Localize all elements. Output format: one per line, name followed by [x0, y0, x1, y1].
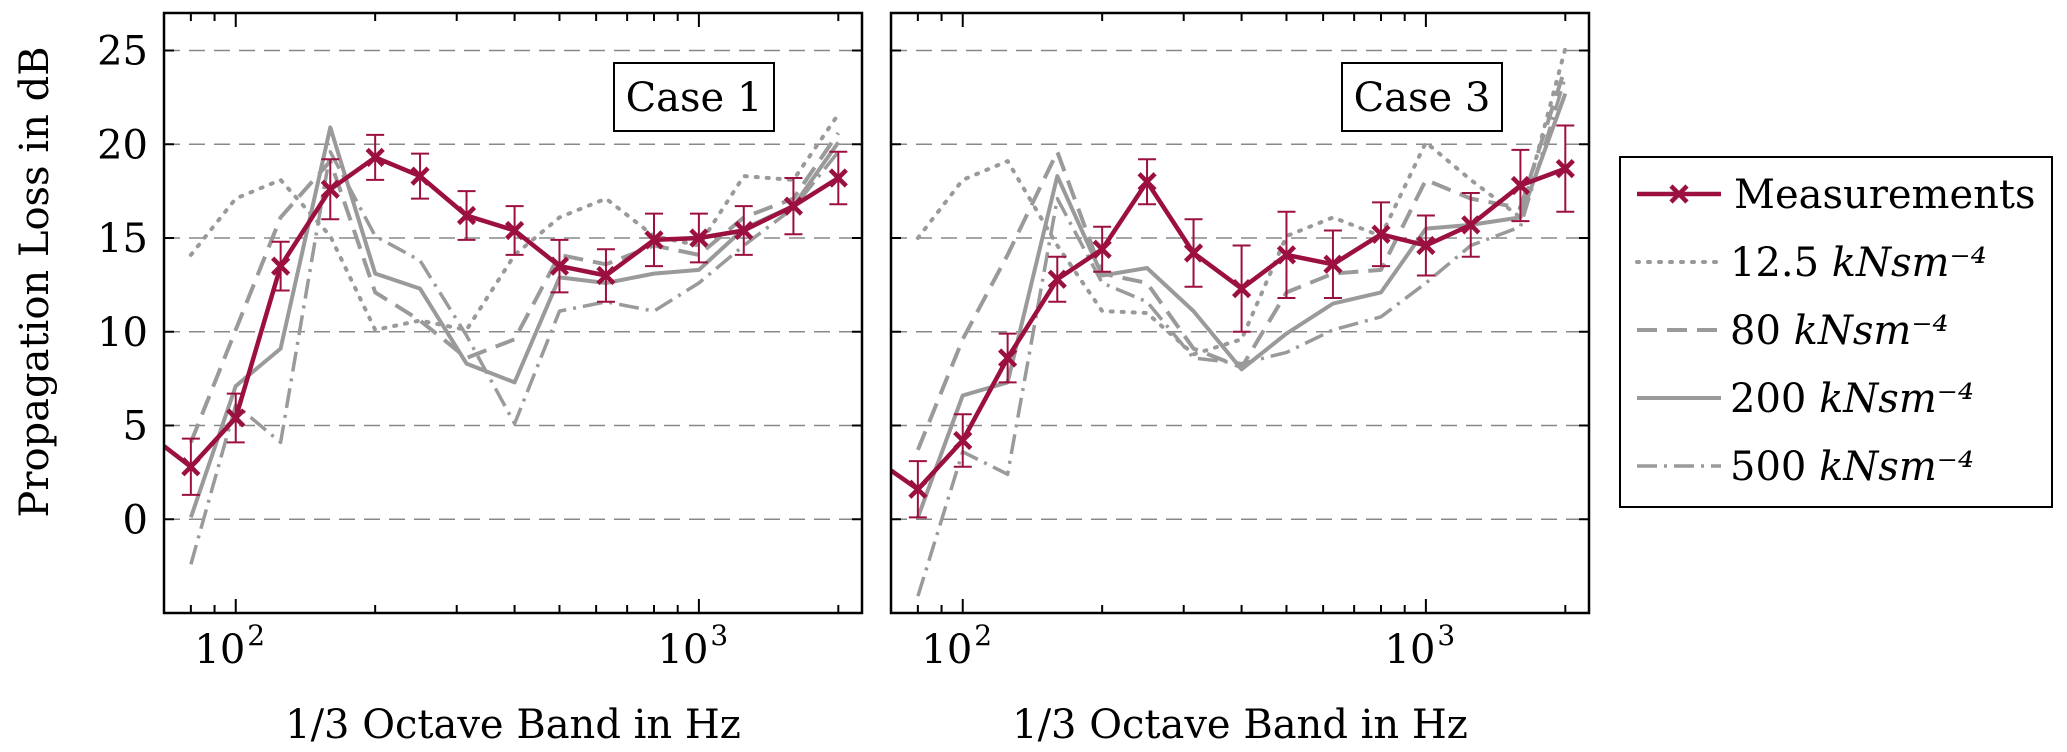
data-point-marker: [320, 179, 340, 199]
legend-label: 80 kNsm⁻⁴: [1730, 308, 1948, 354]
legend-label: Measurements: [1734, 172, 2036, 218]
data-point-marker: [908, 479, 928, 499]
series-line: [891, 166, 1567, 492]
x-tick-exponent: 2: [974, 619, 992, 652]
series-line: [916, 92, 1568, 519]
data-point-marker: [1047, 269, 1067, 289]
case-label: Case 1: [626, 75, 763, 121]
series-500-knsm: [916, 76, 1567, 597]
data-point-marker: [734, 220, 754, 241]
data-point-marker: [1137, 172, 1157, 192]
data-point-marker: [1555, 159, 1575, 179]
legend-entry-measurements: Measurements: [1637, 172, 2036, 218]
x-tick-label: 102: [194, 619, 265, 673]
case-label: Case 3: [1354, 75, 1491, 121]
series-measurements: [891, 124, 1575, 519]
series-line: [915, 46, 1568, 357]
series-line: [189, 150, 840, 565]
x-axis-title: 1/3 Octave Band in Hz: [285, 702, 741, 748]
series-measurements: [164, 133, 848, 496]
legend-label: 200 kNsm⁻⁴: [1730, 376, 1974, 422]
data-point-marker: [1183, 243, 1204, 263]
series-12-5-knsm: [915, 46, 1568, 357]
legend-entry-80-knsm: 80 kNsm⁻⁴: [1637, 308, 1948, 354]
data-point-marker: [1510, 175, 1531, 196]
y-tick-label: 5: [123, 404, 148, 450]
series-200-knsm: [189, 125, 840, 519]
series-500-knsm: [189, 150, 840, 565]
x-tick-exponent: 3: [1437, 619, 1455, 652]
data-point-marker: [1416, 235, 1436, 256]
data-point-marker: [181, 457, 201, 477]
x-axis-title: 1/3 Octave Band in Hz: [1012, 702, 1468, 748]
series-line: [164, 155, 840, 470]
series-200-knsm: [916, 92, 1568, 519]
data-point-marker: [456, 205, 477, 226]
legend-entry-12-5-knsm: 12.5 kNsm⁻⁴: [1635, 240, 1987, 286]
series-12-5-knsm: [188, 112, 841, 332]
x-tick-exponent: 2: [247, 619, 265, 652]
series-line: [189, 125, 840, 519]
legend-entry-500-knsm: 500 kNsm⁻⁴: [1637, 444, 1974, 490]
y-axis-title: Propagation Loss in dB: [12, 46, 58, 517]
legend-entry-200-knsm: 200 kNsm⁻⁴: [1637, 376, 1974, 422]
series-line: [916, 76, 1567, 597]
plot-frame: [162, 11, 864, 615]
data-point-marker: [998, 348, 1018, 368]
chart-panel-case-1: 0 5 10 15 20 25 102 103 Case 1 1/3 Octave Band in…: [97, 11, 864, 748]
data-point-marker: [271, 256, 291, 276]
plot-frame: [889, 11, 1591, 615]
data-point-marker: [226, 408, 246, 428]
data-point-marker: [365, 147, 385, 167]
x-tick-exponent: 3: [710, 619, 728, 652]
data-point-marker: [549, 256, 570, 276]
data-point-marker: [828, 168, 848, 188]
y-tick-label: 20: [97, 122, 148, 168]
chart-panel-case-3: 102 103 Case 3 1/3 Octave Band in Hz: [889, 11, 1591, 748]
data-point-marker: [504, 220, 525, 241]
legend-marker: [1669, 184, 1689, 204]
legend-label: 12.5 kNsm⁻⁴: [1730, 240, 1987, 286]
case-label-box: [613, 62, 775, 132]
x-tick-label: 103: [1385, 619, 1456, 673]
data-point-marker: [596, 265, 616, 286]
x-tick-label: 102: [921, 619, 992, 673]
legend: Measurements 12.5 kNsm⁻⁴ 80 kNsm⁻⁴ 200 kNsm…: [1619, 156, 2053, 508]
data-point-marker: [689, 228, 709, 248]
x-tick-label: 103: [658, 619, 729, 673]
data-point-marker: [644, 230, 664, 250]
data-point-marker: [1323, 254, 1343, 274]
data-point-marker: [1276, 245, 1297, 265]
legend-frame: [1619, 156, 2053, 508]
data-point-marker: [1231, 279, 1252, 299]
data-point-marker: [410, 166, 430, 186]
data-point-marker: [1461, 215, 1481, 235]
y-tick-label: 10: [97, 310, 148, 356]
data-point-marker: [783, 196, 804, 216]
series-line: [188, 112, 841, 332]
data-point-marker: [1092, 239, 1112, 259]
y-tick-label: 25: [97, 29, 148, 75]
y-tick-label: 15: [97, 216, 148, 262]
case-label-box: [1341, 62, 1503, 132]
data-point-marker: [1371, 224, 1391, 244]
data-point-marker: [953, 430, 973, 451]
y-tick-label: 0: [123, 497, 148, 543]
legend-label: 500 kNsm⁻⁴: [1730, 444, 1974, 490]
